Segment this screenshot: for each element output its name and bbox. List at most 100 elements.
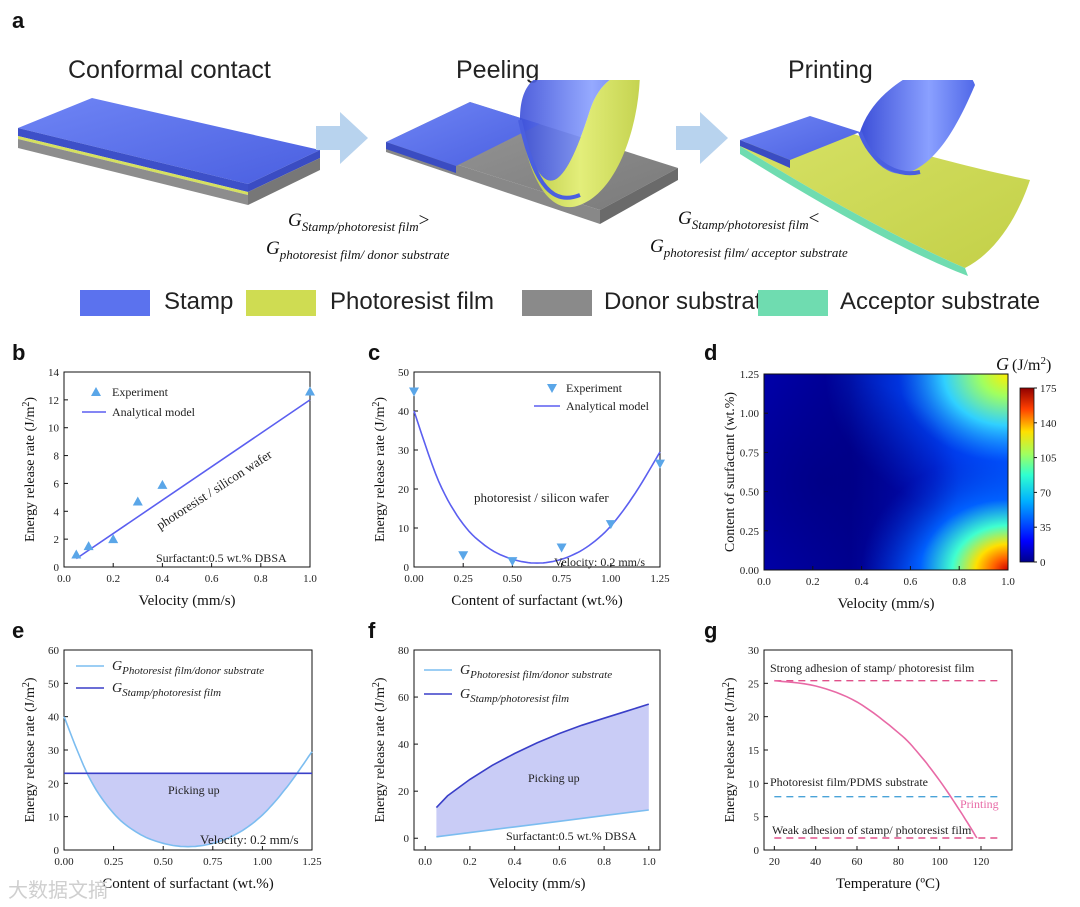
plot-frame [63, 371, 311, 568]
y-axis-label: Energy release rate (J/m2) [721, 677, 738, 822]
panel-label-e: e [12, 618, 25, 643]
x-axis-label: Velocity (mm/s) [837, 596, 934, 612]
experiment-point [507, 557, 518, 567]
x-tick-label: 0.00 [54, 856, 74, 868]
y-tick-label: 20 [398, 786, 410, 798]
legend-label-stamp: GStamp/photoresist film [460, 687, 569, 705]
donor-curve [436, 809, 649, 838]
colorbar [1019, 387, 1035, 563]
x-tick-label: 0.2 [463, 856, 477, 868]
legend-label-experiment: Experiment [566, 381, 623, 395]
equation-acceptor: GStamp/photoresist film< [678, 208, 820, 232]
step-title-peeling: Peeling [456, 56, 540, 84]
legend-label-experiment: Experiment [112, 385, 169, 399]
equation-donor: GStamp/photoresist film> [288, 210, 430, 234]
equation-donor-line2: Gphotoresist film/ donor substrate [266, 238, 450, 262]
x-tick-label: 120 [973, 856, 990, 868]
legend-label-donor: GPhotoresist film/donor substrate [460, 663, 612, 681]
label-weak-adhesion: Weak adhesion of stamp/ photoresist film [772, 823, 972, 837]
x-tick-label: 0.25 [454, 573, 474, 585]
donor-curve [63, 716, 313, 848]
y-tick-label: 1.25 [740, 369, 760, 381]
y-tick-label: 25 [748, 678, 760, 690]
step-title-printing: Printing [788, 56, 873, 84]
y-axis-label-group: Content of surfactant (wt.%) [723, 392, 738, 553]
y-tick-label: 8 [54, 451, 60, 463]
chart-c: 0.00 0.25 0.50 0.75 1.00 1.25 0 10 20 30 40 50 Conte… [371, 367, 670, 609]
experiment-point [655, 459, 665, 469]
annotation-material: photoresist / silicon wafer [153, 446, 275, 532]
legend-marker-experiment [547, 384, 557, 393]
legend-label-model: Analytical model [112, 405, 196, 419]
experiment-point [71, 549, 82, 559]
x-tick-label: 1.00 [253, 856, 273, 868]
chart-e: 0.00 0.25 0.50 0.75 1.00 1.25 0 10 20 30 40 50 60 Con… [21, 645, 322, 892]
y-tick-label: 10 [48, 423, 60, 435]
experiment-point [605, 520, 616, 530]
y-tick-label: 0.00 [740, 565, 760, 577]
panel-label-d: d [704, 340, 718, 365]
x-tick-label: 40 [810, 856, 822, 868]
label-strong-adhesion: Strong adhesion of stamp/ photoresist fi… [770, 661, 975, 675]
annotation-picking-up: Picking up [528, 771, 580, 785]
y-tick-label: 14 [48, 367, 60, 379]
chart-g: 20 40 60 80 100 120 0 5 10 15 20 25 30 Temperature (º… [721, 645, 1013, 892]
y-tick-label: 5 [754, 812, 760, 824]
step-title-conformal: Conformal contact [68, 56, 271, 84]
conformal-contact-slab [18, 98, 320, 205]
x-tick-label: 60 [852, 856, 864, 868]
colorbar-tick-label: 105 [1040, 453, 1057, 465]
y-axis-label-group: Energy release rate (J/m2) [371, 677, 388, 822]
x-tick-label: 100 [931, 856, 948, 868]
printing-illustration [740, 80, 1030, 276]
chart-b: 0.0 0.2 0.4 0.6 0.8 1.0 0 2 4 6 8 10 12 14 Velocity (m… [21, 367, 317, 609]
x-tick-label: 0.8 [952, 576, 966, 588]
y-tick-label: 0.50 [740, 487, 760, 499]
y-tick-label: 2 [54, 534, 60, 546]
x-tick-label: 0.6 [205, 573, 219, 585]
legend-label-acceptor: Acceptor substrate [840, 288, 1041, 315]
heatmap-core-layer [764, 374, 1008, 570]
x-axis-label: Content of surfactant (wt.%) [451, 593, 623, 609]
x-axis-label: Velocity (mm/s) [138, 593, 235, 609]
experiment-point [556, 543, 567, 553]
experiment-point [458, 551, 469, 561]
x-tick-label: 1.25 [302, 856, 322, 868]
x-tick-label: 0.6 [904, 576, 918, 588]
x-axis-label: Velocity (mm/s) [488, 876, 585, 892]
y-axis-label: Energy release rate (J/m2) [371, 677, 388, 822]
legend-label-donor: GPhotoresist film/donor substrate [112, 659, 264, 677]
experiment-point [157, 479, 168, 489]
y-tick-label: 10 [748, 778, 760, 790]
x-axis-label: Temperature (ºC) [836, 876, 940, 892]
y-tick-label: 60 [48, 645, 60, 657]
colorbar-unit: (J/m2) [1012, 355, 1051, 374]
y-tick-label: 50 [48, 678, 60, 690]
legend-label-model: Analytical model [566, 399, 650, 413]
panel-label-f: f [368, 618, 376, 643]
y-axis-label: Content of surfactant (wt.%) [723, 392, 738, 553]
y-tick-label: 15 [748, 745, 760, 757]
y-axis-label-group: Energy release rate (J/m2) [21, 397, 38, 542]
y-axis-label: Energy release rate (J/m2) [21, 397, 38, 542]
analytical-model-line [413, 410, 661, 564]
y-tick-label: 10 [398, 523, 410, 535]
x-tick-label: 80 [893, 856, 905, 868]
arrow-right-icon [676, 112, 728, 164]
analytical-model-line [75, 399, 311, 560]
x-tick-label: 0.50 [503, 573, 523, 585]
y-axis-label-group: Energy release rate (J/m2) [721, 677, 738, 822]
x-tick-label: 0.0 [757, 576, 771, 588]
legend-label-photoresist: Photoresist film [330, 288, 495, 315]
legend-label-stamp: Stamp [164, 288, 234, 315]
label-printing: Printing [960, 797, 999, 811]
y-tick-label: 0.75 [740, 447, 760, 459]
y-tick-label: 20 [48, 778, 60, 790]
experiment-point [409, 387, 419, 397]
y-tick-label: 30 [748, 645, 760, 657]
plot-frame [413, 371, 661, 568]
picking-up-region [436, 704, 649, 837]
y-tick-label: 0 [404, 833, 410, 845]
panel-label-a: a [12, 8, 25, 33]
x-axis-label: Content of surfactant (wt.%) [102, 876, 274, 892]
